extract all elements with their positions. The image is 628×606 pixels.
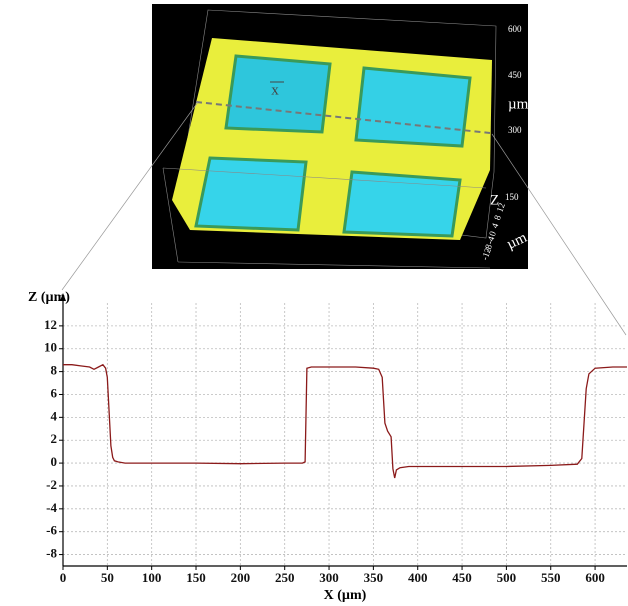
inset-tick: 300: [508, 125, 522, 135]
y-tick-label: -4: [46, 500, 57, 515]
y-tick-label: -6: [46, 523, 57, 538]
y-tick-label: 6: [51, 385, 58, 400]
inset-tick: 600: [508, 24, 522, 34]
y-tick-label: 0: [51, 454, 58, 469]
inset-unit: µm: [508, 96, 529, 112]
x-tick-label: 500: [497, 570, 517, 585]
pit: [344, 172, 460, 236]
y-tick-label: 12: [44, 317, 57, 332]
pit: [356, 68, 470, 146]
x-axis-label: X (µm): [324, 588, 367, 603]
x-tick-label: 400: [408, 570, 428, 585]
y-tick-label: -8: [46, 546, 57, 561]
pit: [196, 158, 306, 230]
x-tick-label: 50: [101, 570, 114, 585]
x-tick-label: 100: [142, 570, 162, 585]
y-tick-label: -2: [46, 477, 57, 492]
x-tick-label: 250: [275, 570, 295, 585]
figure: x 600 450 µm 300 150 Z 12840-4-8-12 µm -…: [0, 0, 628, 606]
x-tick-label: 200: [231, 570, 251, 585]
inset-tick: 150: [505, 192, 519, 202]
x-vector-label: x: [271, 82, 279, 98]
x-tick-label: 600: [585, 570, 605, 585]
data-line: [63, 365, 627, 478]
y-tick-label: 10: [44, 340, 57, 355]
x-tick-label: 300: [319, 570, 339, 585]
inset-tick: 450: [508, 70, 522, 80]
y-tick-label: 8: [51, 363, 58, 378]
x-tick-label: 550: [541, 570, 561, 585]
x-tick-label: 150: [186, 570, 206, 585]
x-tick-label: 350: [364, 570, 384, 585]
x-tick-label: 0: [60, 570, 67, 585]
y-tick-label: 4: [51, 408, 58, 423]
y-axis-label: Z (µm): [28, 290, 70, 305]
x-tick-label: 450: [452, 570, 472, 585]
y-tick-label: 2: [51, 431, 58, 446]
